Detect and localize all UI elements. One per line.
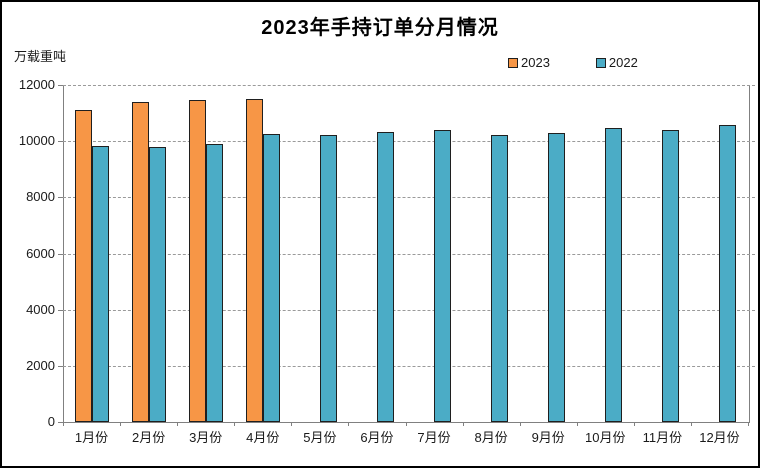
- x-tick-label-11月份: 11月份: [642, 430, 683, 445]
- x-axis-tick-3: [234, 422, 236, 426]
- legend-item-2023: 2023: [508, 55, 550, 70]
- gridline-2000: [63, 365, 755, 367]
- bar-2022-11月份: [662, 130, 680, 422]
- x-tick-label-9月份: 9月份: [531, 430, 565, 445]
- bar-2022-5月份: [319, 134, 337, 422]
- bar-2022-8月份: [491, 134, 509, 422]
- y-tick-label-6000: 6000: [26, 245, 55, 261]
- bar-2023-3月份: [188, 100, 206, 422]
- y-axis-tick-0: [58, 422, 63, 423]
- y-tick-label-2000: 2000: [26, 357, 55, 373]
- x-axis-tick-4: [291, 422, 293, 426]
- y-tick-label-4000: 4000: [26, 301, 55, 317]
- x-axis-tick-2: [177, 422, 179, 426]
- y-axis-tick-2000: [58, 365, 63, 367]
- y-axis-tick-8000: [58, 197, 63, 199]
- x-axis-tick-7: [462, 422, 464, 426]
- bar-2022-12月份: [719, 125, 737, 422]
- chart-title: 2023年手持订单分月情况: [261, 17, 499, 39]
- y-axis-tick-6000: [58, 253, 63, 255]
- bar-2022-9月份: [548, 133, 566, 422]
- legend-item-2022: 2022: [595, 55, 638, 70]
- x-tick-label-5月份: 5月份: [303, 430, 337, 445]
- legend-label-2022: 2022: [608, 55, 638, 70]
- x-tick-label-3月份: 3月份: [189, 430, 223, 445]
- x-tick-label-8月份: 8月份: [474, 430, 508, 445]
- gridline-4000: [63, 309, 755, 311]
- x-axis-tick-8: [519, 422, 521, 426]
- x-tick-label-2月份: 2月份: [132, 430, 166, 445]
- bar-2023-2月份: [131, 102, 149, 422]
- x-tick-label-12月份: 12月份: [699, 430, 740, 445]
- x-tick-label-1月份: 1月份: [74, 430, 109, 445]
- gridline-10000: [63, 141, 755, 143]
- y-tick-label-10000: 10000: [18, 133, 55, 149]
- legend-label-2023: 2023: [521, 55, 550, 70]
- gridline-12000: [63, 85, 755, 86]
- y-tick-label-12000: 12000: [18, 77, 55, 92]
- bar-2022-10月份: [605, 127, 623, 422]
- x-axis-tick-1: [120, 422, 122, 426]
- gridline-8000: [63, 197, 755, 199]
- y-axis-tick-4000: [58, 309, 63, 311]
- legend-swatch-2023-icon: [508, 57, 518, 68]
- y-axis-tick-12000: [58, 85, 63, 86]
- y-tick-label-0: 0: [47, 414, 55, 429]
- bar-2022-2月份: [148, 147, 166, 422]
- x-tick-label-7月份: 7月份: [417, 430, 451, 445]
- bar-2022-3月份: [205, 144, 223, 422]
- x-axis-tick-11: [690, 422, 692, 426]
- legend-swatch-2022-icon: [595, 57, 606, 68]
- x-axis-tick-9: [576, 422, 578, 426]
- bar-2022-4月份: [262, 133, 280, 422]
- x-tick-label-10月份: 10月份: [585, 430, 626, 445]
- y-axis-tick-10000: [58, 141, 63, 143]
- gridline-6000: [63, 253, 755, 255]
- x-axis-tick-6: [405, 422, 407, 426]
- x-axis-tick-5: [348, 422, 350, 426]
- x-axis-tick-0: [63, 422, 64, 426]
- x-tick-label-4月份: 4月份: [246, 430, 280, 445]
- y-axis-unit-label: 万载重吨: [14, 49, 67, 64]
- x-tick-label-6月份: 6月份: [360, 430, 394, 445]
- x-axis-tick-10: [633, 422, 635, 426]
- bar-2022-1月份: [91, 145, 109, 422]
- bar-2022-7月份: [434, 130, 452, 422]
- chart-legend: 2023 2022: [508, 55, 638, 70]
- y-tick-label-8000: 8000: [26, 189, 55, 205]
- bar-2023-1月份: [74, 109, 92, 422]
- bar-2022-6月份: [376, 132, 394, 422]
- x-axis-tick-12: [748, 422, 749, 426]
- bar-2023-4月份: [245, 98, 263, 422]
